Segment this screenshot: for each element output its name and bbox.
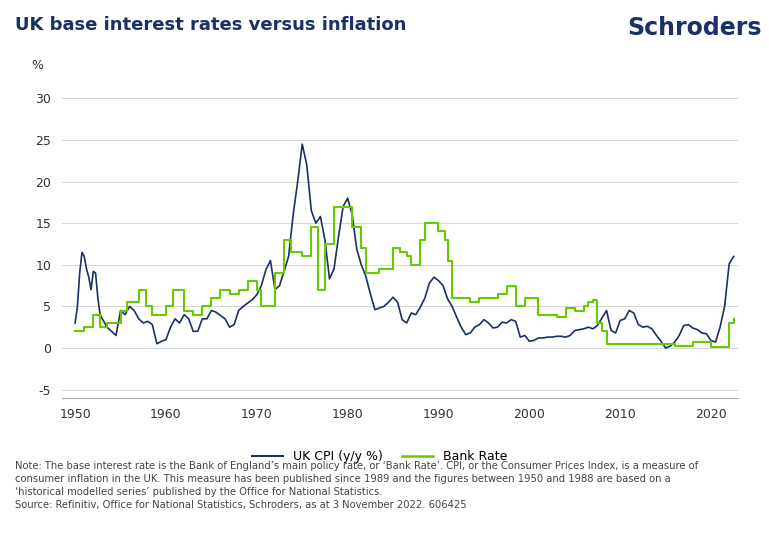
Text: Note: The base interest rate is the Bank of England’s main policy rate, or ‘Bank: Note: The base interest rate is the Bank…	[15, 461, 698, 510]
Text: Schroders: Schroders	[627, 16, 761, 40]
Text: UK base interest rates versus inflation: UK base interest rates versus inflation	[15, 16, 407, 34]
Legend: UK CPI (y/y %), Bank Rate: UK CPI (y/y %), Bank Rate	[247, 445, 512, 468]
Text: %: %	[31, 59, 43, 72]
